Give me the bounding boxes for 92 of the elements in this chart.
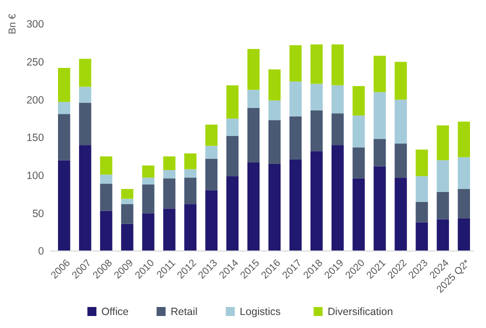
bar (247, 162, 260, 251)
bar (458, 188, 470, 218)
bar (121, 204, 134, 224)
y-tick-label: 200 (26, 94, 44, 106)
bar (205, 146, 218, 159)
bar (100, 156, 112, 175)
bar (436, 160, 449, 192)
bar (374, 139, 386, 166)
bar (163, 170, 176, 178)
bar (394, 100, 407, 144)
y-tick-label: 0 (38, 246, 44, 258)
bar (247, 48, 260, 90)
bar (142, 213, 154, 251)
bar (205, 158, 218, 190)
bar (58, 102, 70, 114)
bar (416, 150, 428, 176)
bar (374, 92, 386, 140)
bar (100, 184, 112, 211)
legend-label: Retail (170, 306, 198, 318)
legend-label: Logistics (240, 306, 281, 318)
y-axis-title: Bn € (8, 13, 18, 34)
bar (226, 176, 239, 251)
bar (268, 164, 281, 251)
bar (310, 84, 323, 110)
legend-label: Diversification (328, 306, 394, 318)
bar (142, 165, 154, 178)
bar (184, 178, 196, 204)
bar (247, 108, 260, 162)
bar (458, 157, 470, 189)
bar (394, 62, 407, 100)
bar (163, 208, 176, 251)
bar (79, 58, 92, 87)
bar (332, 145, 344, 251)
bar (226, 85, 239, 119)
bar (289, 116, 302, 160)
bar (268, 69, 281, 100)
bar (142, 184, 154, 214)
bar (184, 204, 196, 251)
bar (79, 145, 92, 251)
bar (458, 122, 470, 158)
bar (163, 178, 176, 209)
bar (289, 82, 302, 116)
bar (205, 124, 218, 146)
y-tick-label: 50 (32, 208, 44, 220)
legend-label: Office (101, 306, 129, 318)
bar (310, 44, 323, 84)
y-tick-label: 250 (26, 56, 44, 69)
bar (100, 174, 112, 184)
bar (205, 190, 218, 251)
bar (458, 218, 470, 251)
bar (163, 156, 176, 170)
bar (352, 116, 365, 148)
y-tick-label: 150 (26, 132, 44, 144)
bar (142, 178, 154, 184)
bar (226, 118, 239, 136)
bar (416, 202, 428, 222)
bar (394, 178, 407, 251)
bar (58, 160, 70, 251)
bar (121, 224, 134, 251)
bar (268, 120, 281, 164)
bar (332, 85, 344, 114)
bar (289, 45, 302, 82)
bar (416, 222, 428, 251)
bar (352, 147, 365, 178)
bar (310, 110, 323, 152)
bar (58, 68, 70, 102)
y-tick-label: 300 (26, 18, 44, 31)
bar (79, 102, 92, 146)
bar (79, 86, 92, 103)
bar (332, 44, 344, 86)
bar (374, 166, 386, 251)
y-tick-label: 100 (26, 170, 44, 182)
bar (226, 136, 239, 176)
bar (289, 159, 302, 251)
bar (394, 144, 407, 178)
bar (374, 56, 386, 92)
bar (436, 192, 449, 220)
bar (184, 169, 196, 178)
bar (247, 90, 260, 108)
bar (352, 178, 365, 251)
bar (310, 151, 323, 251)
bar (332, 113, 344, 146)
bar (100, 210, 112, 251)
bar (352, 86, 365, 116)
bar (184, 153, 196, 170)
bar (121, 188, 134, 199)
bar (416, 176, 428, 202)
bar (58, 114, 70, 160)
bar (268, 100, 281, 120)
bar (436, 219, 449, 251)
bar (436, 125, 449, 160)
bar (121, 198, 134, 204)
